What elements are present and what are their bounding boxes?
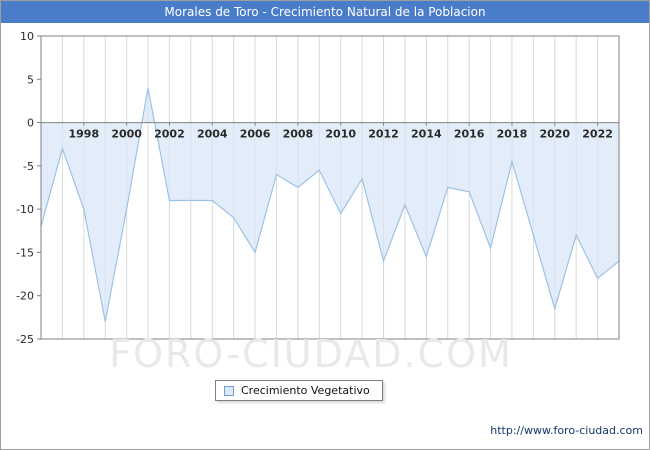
svg-text:2020: 2020: [539, 128, 570, 141]
svg-text:2016: 2016: [454, 128, 485, 141]
svg-text:2004: 2004: [197, 128, 228, 141]
plot-border: [40, 35, 620, 340]
legend-swatch-icon: [224, 385, 234, 396]
svg-text:5: 5: [27, 73, 34, 86]
svg-text:2008: 2008: [283, 128, 314, 141]
legend-label: Crecimiento Vegetativo: [241, 384, 370, 397]
series-line: [40, 87, 620, 322]
svg-text:2018: 2018: [497, 128, 528, 141]
svg-text:1998: 1998: [69, 128, 100, 141]
x-axis-labels: 1998 2000 2002 2004 2006 2008 2010 2012 2014 2016…: [69, 122, 613, 141]
svg-text:2000: 2000: [111, 128, 142, 141]
svg-text:0: 0: [27, 117, 34, 130]
svg-text:2012: 2012: [368, 128, 399, 141]
svg-text:-15: -15: [16, 246, 34, 259]
footer-url-link[interactable]: http://www.foro-ciudad.com: [490, 424, 643, 437]
svg-text:2010: 2010: [325, 128, 356, 141]
svg-text:-10: -10: [16, 203, 34, 216]
svg-text:-5: -5: [23, 160, 34, 173]
svg-text:2002: 2002: [154, 128, 185, 141]
svg-text:-20: -20: [16, 290, 34, 303]
legend-box: Crecimiento Vegetativo: [215, 380, 383, 401]
svg-text:10: 10: [20, 30, 34, 43]
series-area: [41, 87, 619, 322]
svg-text:2006: 2006: [240, 128, 271, 141]
svg-text:2014: 2014: [411, 128, 442, 141]
svg-text:-25: -25: [16, 333, 34, 346]
chart-title-bar: Morales de Toro - Crecimiento Natural de…: [1, 1, 649, 23]
y-axis-labels: 10 5 0 -5 -10 -15 -20 -25: [16, 30, 41, 346]
svg-text:2022: 2022: [582, 128, 613, 141]
